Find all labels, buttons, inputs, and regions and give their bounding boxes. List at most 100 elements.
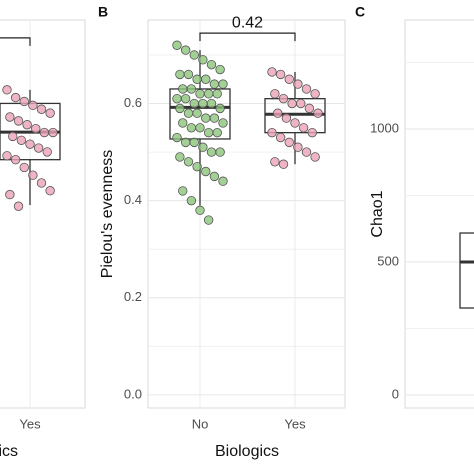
point <box>198 55 208 65</box>
point <box>16 135 27 145</box>
point <box>203 215 214 225</box>
point <box>278 93 289 104</box>
point <box>287 98 297 109</box>
point <box>275 132 286 143</box>
point <box>36 178 47 188</box>
point <box>212 127 222 138</box>
point <box>203 127 214 138</box>
y-tick-label: 0 <box>392 386 399 401</box>
point <box>293 142 303 152</box>
point <box>215 64 225 75</box>
point <box>36 104 47 114</box>
point <box>8 131 18 142</box>
point <box>5 189 15 200</box>
point <box>206 98 217 109</box>
x-tick-label: Yes <box>19 416 41 431</box>
point <box>186 84 197 94</box>
point <box>278 159 289 169</box>
point <box>25 139 35 149</box>
point <box>281 113 292 123</box>
point <box>290 118 300 128</box>
point <box>183 108 194 118</box>
point <box>298 123 309 133</box>
point <box>2 85 12 95</box>
point <box>45 186 55 196</box>
panel-label: C <box>355 4 365 20</box>
point <box>178 186 188 196</box>
point <box>296 98 306 109</box>
point <box>2 151 12 161</box>
box <box>169 88 231 140</box>
point <box>42 147 52 157</box>
point <box>178 84 188 94</box>
point <box>39 127 50 138</box>
point <box>209 113 220 123</box>
box <box>459 232 474 309</box>
point <box>192 74 202 84</box>
y-tick-label: 0.6 <box>124 95 142 110</box>
point <box>172 93 182 104</box>
plot-background <box>0 19 86 409</box>
p-value: 0.42 <box>232 14 263 31</box>
y-tick-label: 1000 <box>370 120 399 135</box>
point <box>45 108 55 118</box>
point <box>183 157 194 167</box>
x-tick-label: No <box>192 416 209 431</box>
point <box>201 74 211 84</box>
point <box>201 166 211 177</box>
point <box>28 170 38 180</box>
y-axis-label: Pielou's evenness <box>99 150 116 278</box>
plot-background <box>404 19 474 409</box>
point <box>209 79 220 89</box>
point <box>218 79 228 89</box>
point <box>284 74 294 84</box>
point <box>304 103 315 114</box>
point <box>270 89 280 99</box>
point <box>198 142 208 152</box>
point <box>19 96 29 107</box>
point <box>172 40 182 50</box>
y-tick-label: 0.2 <box>124 289 142 304</box>
y-axis-label: Chao1 <box>369 190 386 237</box>
point <box>212 89 222 99</box>
point <box>180 93 191 104</box>
point <box>284 137 294 148</box>
point <box>22 120 32 130</box>
point <box>267 67 277 77</box>
point <box>13 116 24 126</box>
point <box>186 195 197 206</box>
point <box>313 108 323 118</box>
point <box>189 137 199 148</box>
point <box>218 118 228 128</box>
y-tick-label: 0.0 <box>124 386 142 401</box>
point <box>218 176 228 186</box>
point <box>273 108 283 118</box>
point <box>5 112 15 122</box>
point <box>206 147 217 157</box>
point <box>19 162 29 173</box>
point <box>267 127 277 138</box>
panel-label: B <box>98 4 108 20</box>
point <box>189 98 199 109</box>
point <box>186 123 197 133</box>
significance-bracket <box>0 37 31 46</box>
significance-bracket <box>199 32 296 42</box>
point <box>198 98 208 109</box>
point <box>192 108 202 118</box>
point <box>203 89 214 99</box>
point <box>209 171 220 182</box>
point <box>13 201 24 211</box>
point <box>180 137 191 148</box>
x-axis-label: Biologics <box>0 443 18 460</box>
point <box>28 100 38 111</box>
y-tick-label: 500 <box>377 253 399 268</box>
point <box>201 113 211 123</box>
point <box>48 127 58 138</box>
point <box>215 103 225 114</box>
point <box>301 147 312 157</box>
point <box>31 123 41 134</box>
point <box>183 69 194 80</box>
point <box>175 152 185 162</box>
point <box>310 152 320 162</box>
